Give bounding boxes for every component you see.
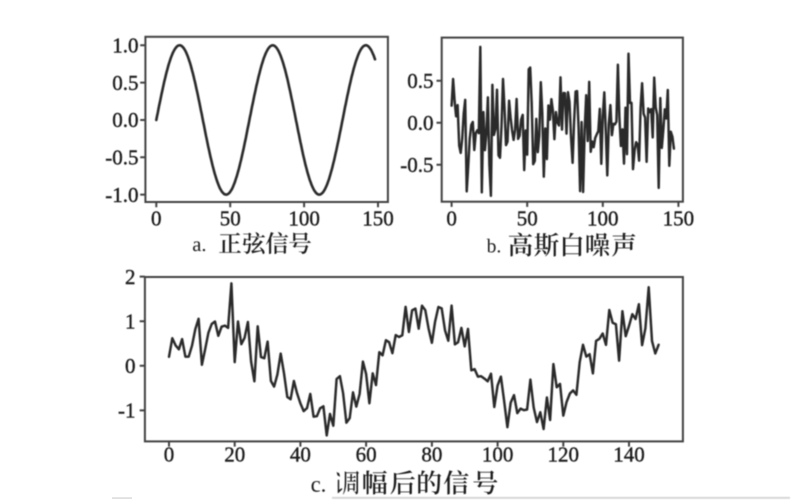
svg-text:0: 0 [125, 354, 136, 378]
svg-text:50: 50 [517, 207, 538, 231]
svg-text:-0.5: -0.5 [105, 146, 138, 170]
svg-text:-1: -1 [118, 399, 136, 423]
svg-text:2: 2 [125, 265, 136, 289]
svg-text:140: 140 [613, 443, 645, 467]
svg-text:0: 0 [164, 443, 175, 467]
svg-text:20: 20 [224, 443, 245, 467]
svg-text:60: 60 [356, 443, 377, 467]
svg-text:150: 150 [362, 207, 394, 231]
svg-text:-0.5: -0.5 [400, 153, 433, 177]
svg-text:0.0: 0.0 [112, 108, 138, 132]
svg-text:150: 150 [663, 207, 695, 231]
svg-text:0: 0 [151, 207, 162, 231]
svg-text:100: 100 [587, 207, 619, 231]
svg-text:100: 100 [482, 443, 514, 467]
svg-text:0.5: 0.5 [407, 69, 433, 93]
svg-text:50: 50 [220, 207, 241, 231]
svg-text:100: 100 [288, 207, 320, 231]
svg-text:1.0: 1.0 [112, 34, 138, 58]
svg-text:0.5: 0.5 [112, 71, 138, 95]
svg-text:-1.0: -1.0 [105, 183, 138, 207]
svg-text:1: 1 [125, 309, 136, 333]
svg-text:0: 0 [446, 207, 457, 231]
svg-text:120: 120 [548, 443, 580, 467]
svg-text:0.0: 0.0 [407, 111, 433, 135]
svg-text:40: 40 [290, 443, 311, 467]
svg-text:80: 80 [421, 443, 442, 467]
